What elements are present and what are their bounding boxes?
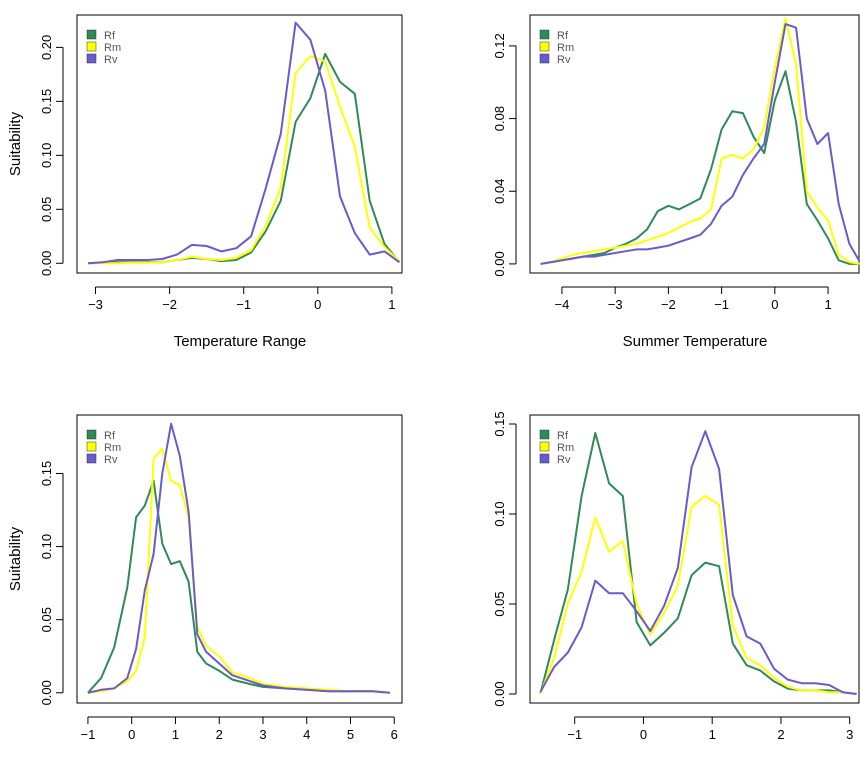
legend-label-rm: Rm xyxy=(557,42,574,54)
x-tick-label: 0 xyxy=(640,727,647,742)
y-tick-label: 0.15 xyxy=(492,411,507,436)
plot-frame xyxy=(529,414,860,704)
y-tick-label: 0.00 xyxy=(492,681,507,706)
series-line-rv xyxy=(87,422,390,694)
legend-label-rv: Rv xyxy=(104,54,118,66)
y-tick-label: 0.10 xyxy=(39,534,54,559)
series-line-rm xyxy=(539,495,857,695)
legend-swatch-rm xyxy=(539,41,550,52)
x-tick-label: 1 xyxy=(172,727,179,742)
x-tick-label: 1 xyxy=(824,297,831,312)
y-tick-label: 0.00 xyxy=(39,251,54,276)
x-tick-label: −3 xyxy=(88,297,103,312)
y-tick-label: 0.00 xyxy=(492,251,507,276)
chart-panel-2: −4 −3 −2 −1 0 1 0.00 0.04 0.08 0.12 Summer Tempera… xyxy=(492,14,860,350)
legend-swatch-rf xyxy=(86,29,97,40)
x-axis-title: Summer Temperature xyxy=(623,333,768,350)
x-tick-label: 0 xyxy=(771,297,778,312)
legend-label-rf: Rf xyxy=(104,30,116,42)
series-line-rf xyxy=(540,70,860,265)
x-tick-label: 2 xyxy=(777,727,784,742)
x-tick-label: 3 xyxy=(259,727,266,742)
y-tick-label: 0.05 xyxy=(492,591,507,616)
series-line-rm xyxy=(88,55,400,265)
x-tick-label: −2 xyxy=(661,297,676,312)
x-tick-label: −2 xyxy=(162,297,177,312)
legend-swatch-rf xyxy=(86,429,97,440)
legend-label-rm: Rm xyxy=(104,42,121,54)
legend-label-rf: Rf xyxy=(104,430,116,442)
x-tick-label: 0 xyxy=(314,297,321,312)
legend-label-rm: Rm xyxy=(557,442,574,454)
legend-swatch-rv xyxy=(86,53,97,64)
legend-swatch-rv xyxy=(86,453,97,464)
series-line-rf xyxy=(539,432,857,695)
y-tick-label: 0.12 xyxy=(492,33,507,58)
x-tick-label: −3 xyxy=(608,297,623,312)
x-tick-label: 6 xyxy=(391,727,398,742)
y-tick-label: 0.20 xyxy=(39,35,54,60)
x-tick-label: 1 xyxy=(709,727,716,742)
legend-label-rv: Rv xyxy=(557,454,571,466)
chart-panel-1: −3 −2 −1 0 1 0.00 0.05 0.10 0.15 0.20 Temperature … xyxy=(7,14,403,350)
legend-swatch-rm xyxy=(539,441,550,452)
x-tick-label: 2 xyxy=(216,727,223,742)
series-line-rv xyxy=(539,430,857,695)
legend-swatch-rv xyxy=(539,453,550,464)
plot-frame xyxy=(76,14,403,274)
legend-swatch-rf xyxy=(539,429,550,440)
x-tick-label: −1 xyxy=(567,727,582,742)
y-tick-label: 0.10 xyxy=(492,501,507,526)
y-tick-label: 0.04 xyxy=(492,179,507,204)
legend-swatch-rf xyxy=(539,29,550,40)
plot-frame xyxy=(76,414,403,704)
legend-swatch-rm xyxy=(86,41,97,52)
y-tick-label: 0.00 xyxy=(39,680,54,705)
x-axis-title: Temperature Range xyxy=(174,333,307,350)
legend-label-rv: Rv xyxy=(557,54,571,66)
legend-label-rv: Rv xyxy=(104,454,118,466)
legend-swatch-rv xyxy=(539,53,550,64)
y-tick-label: 0.15 xyxy=(39,89,54,114)
x-tick-label: 4 xyxy=(303,727,310,742)
y-tick-label: 0.10 xyxy=(39,143,54,168)
legend-label-rm: Rm xyxy=(104,442,121,454)
plot-frame xyxy=(529,14,860,274)
legend-label-rf: Rf xyxy=(557,430,569,442)
x-tick-label: 5 xyxy=(347,727,354,742)
y-tick-label: 0.05 xyxy=(39,607,54,632)
series-line-rf xyxy=(88,52,401,265)
x-tick-label: −4 xyxy=(555,297,570,312)
legend-label-rf: Rf xyxy=(557,30,569,42)
y-tick-label: 0.15 xyxy=(39,461,54,486)
series-line-rm xyxy=(540,17,860,265)
x-tick-label: −1 xyxy=(714,297,729,312)
x-tick-label: 1 xyxy=(388,297,395,312)
y-axis-title: Suitability xyxy=(7,111,24,176)
x-tick-label: 3 xyxy=(846,727,853,742)
y-axis-title: Suitability xyxy=(7,526,24,591)
series-line-rv xyxy=(88,21,400,265)
x-tick-label: −1 xyxy=(236,297,251,312)
x-tick-label: −1 xyxy=(81,727,96,742)
series-line-rv xyxy=(540,23,860,265)
legend-swatch-rm xyxy=(86,441,97,452)
y-tick-label: 0.08 xyxy=(492,106,507,131)
x-tick-label: 0 xyxy=(128,727,135,742)
y-tick-label: 0.05 xyxy=(39,197,54,222)
